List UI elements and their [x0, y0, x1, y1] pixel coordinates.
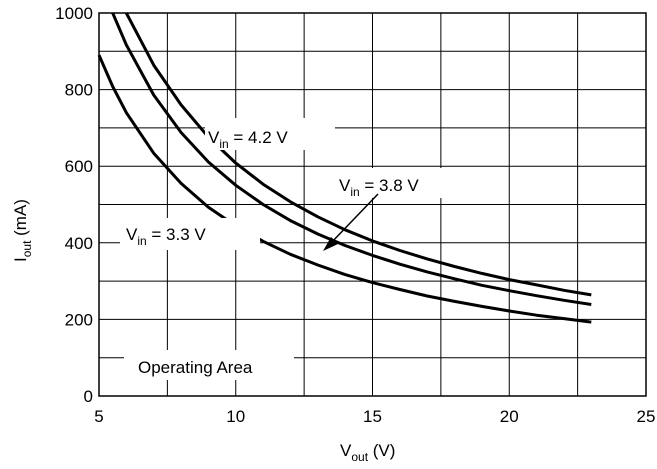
x-tick-label: 15	[363, 407, 382, 426]
x-axis-title: Vout (V)	[340, 441, 395, 464]
y-tick-label: 400	[65, 234, 93, 253]
y-tick-label: 600	[65, 157, 93, 176]
label-bg-vin-33	[120, 218, 260, 250]
x-tick-label: 25	[637, 407, 656, 426]
arrow-head-vin-38	[323, 237, 338, 251]
x-tick-label: 20	[500, 407, 519, 426]
label-bg-vin-38	[334, 168, 464, 198]
label-bg-operating-area	[124, 350, 294, 380]
y-axis-title: Iout (mA)	[11, 199, 34, 262]
y-tick-label: 800	[65, 81, 93, 100]
label-bg-vin-42	[205, 118, 335, 150]
grid	[99, 13, 646, 396]
y-tick-label: 0	[84, 387, 93, 406]
x-tick-label: 5	[94, 407, 103, 426]
annotation-vin-42: Vin = 4.2 V	[208, 128, 288, 151]
series-line-1	[111, 12, 592, 306]
annotation-vin-33: Vin = 3.3 V	[126, 225, 206, 248]
arrow-line-vin-38	[329, 193, 379, 245]
series-layer	[97, 12, 592, 324]
series-line-0	[97, 54, 592, 324]
x-tick-label: 10	[226, 407, 245, 426]
y-tick-labels: 0 200 400 600 800 1000	[55, 4, 93, 406]
series-line-2	[124, 12, 592, 297]
y-tick-label: 200	[65, 310, 93, 329]
x-tick-labels: 5 10 15 20 25	[94, 407, 655, 426]
annotation-vin-38: Vin = 3.8 V	[339, 176, 419, 199]
annotation-operating-area: Operating Area	[138, 358, 253, 377]
plot-frame	[98, 12, 647, 397]
y-tick-label: 1000	[55, 4, 93, 23]
